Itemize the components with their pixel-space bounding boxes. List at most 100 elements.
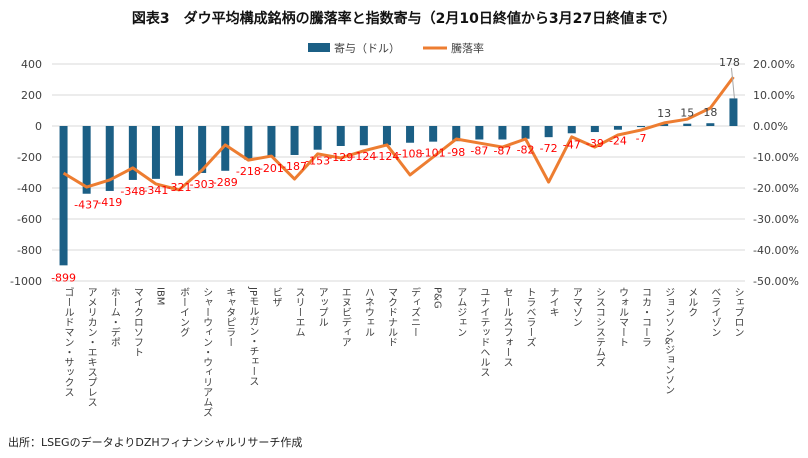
data-label: -98: [447, 146, 465, 159]
category-label: スリーエム: [293, 287, 305, 337]
bar: [452, 126, 461, 142]
right-tick-label: -10.00%: [753, 151, 799, 164]
legend-label-bar: 寄与（ドル）: [334, 41, 400, 55]
category-label: P&G: [432, 287, 443, 309]
left-tick-label: -1000: [10, 275, 42, 288]
bar: [128, 126, 137, 180]
left-tick-label: -800: [17, 244, 42, 257]
category-label: シェブロン: [732, 287, 743, 337]
bar: [544, 126, 553, 138]
category-label: トラベラーズ: [524, 287, 536, 347]
right-tick-label: -20.00%: [753, 182, 799, 195]
bar: [359, 126, 368, 146]
bar: [429, 126, 438, 142]
data-label: -419: [97, 196, 122, 209]
bar: [151, 126, 160, 179]
category-label: ハネウェル: [362, 287, 374, 337]
bar: [313, 126, 322, 150]
right-tick-label: -40.00%: [753, 244, 799, 257]
category-label: キャタピラー: [224, 287, 236, 347]
data-label: -437: [74, 199, 99, 212]
data-label: -87: [470, 144, 488, 157]
left-tick-label: 0: [35, 120, 42, 133]
data-label: -201: [259, 162, 284, 175]
data-label: -124: [374, 150, 399, 163]
data-label: 18: [703, 106, 717, 119]
data-label: -7: [636, 132, 647, 145]
category-label: シスコシステムズ: [593, 287, 605, 367]
data-label: -87: [493, 144, 511, 157]
category-label: ジョンソン&ジョンソン: [663, 287, 674, 395]
data-label: -101: [421, 147, 446, 160]
legend-label-line: 騰落率: [451, 41, 484, 55]
category-label: シャーウィン・ウィリアムズ: [201, 287, 213, 417]
bar: [683, 123, 692, 126]
bar: [82, 126, 91, 194]
bar: [590, 126, 599, 133]
category-label: IBM: [154, 287, 165, 305]
bar: [175, 126, 184, 176]
bar: [706, 123, 715, 126]
data-label: -24: [609, 135, 627, 148]
bar: [336, 126, 345, 146]
bar: [567, 126, 576, 134]
right-tick-label: 20.00%: [753, 58, 795, 71]
category-label: ホーム・デポ: [108, 287, 120, 347]
data-label: -289: [213, 176, 238, 189]
data-label: -72: [540, 142, 558, 155]
bar: [244, 126, 253, 160]
data-label: -82: [517, 144, 535, 157]
category-label: セールスフォース: [501, 287, 513, 367]
bar: [475, 126, 484, 140]
category-label: エヌビディア: [339, 287, 351, 347]
category-label: アマゾン: [570, 287, 581, 327]
data-label: 13: [657, 107, 671, 120]
bar: [198, 126, 207, 173]
bar: [105, 126, 114, 191]
bar: [382, 126, 391, 146]
category-label: JPモルガン・チェース: [247, 286, 259, 386]
data-label: -899: [51, 271, 76, 284]
category-label: アップル: [316, 287, 328, 327]
category-label: マイクロソフト: [131, 287, 143, 357]
data-label: 15: [680, 107, 694, 120]
category-label: ナイキ: [547, 287, 559, 317]
bar: [290, 126, 299, 155]
data-label: -39: [586, 137, 604, 150]
bar: [267, 126, 276, 158]
left-tick-label: -400: [17, 182, 42, 195]
data-label: -129: [328, 151, 353, 164]
category-label: ビザ: [270, 287, 282, 307]
category-label: ボーイング: [178, 287, 190, 337]
line-series: [62, 76, 735, 192]
data-label: -218: [236, 165, 261, 178]
left-tick-label: -200: [17, 151, 42, 164]
bar: [637, 126, 646, 128]
left-tick-label: 400: [21, 58, 42, 71]
category-label: ベライゾン: [709, 287, 721, 337]
data-label: -341: [143, 184, 168, 197]
bar: [221, 126, 230, 171]
right-tick-label: -30.00%: [753, 213, 799, 226]
left-tick-label: -600: [17, 213, 42, 226]
bar: [729, 98, 738, 126]
data-label: -47: [563, 138, 581, 151]
category-label: マクドナルド: [385, 287, 397, 347]
category-label: アムジェン: [455, 287, 467, 337]
leader-line: [730, 67, 735, 99]
data-label: -153: [305, 155, 330, 168]
legend-swatch-bar: [308, 43, 330, 52]
data-label: -124: [351, 150, 376, 163]
source-note: 出所：LSEGのデータよりDZHフィナンシャルリサーチ作成: [8, 436, 303, 449]
left-tick-label: 200: [21, 89, 42, 102]
right-tick-label: -50.00%: [753, 275, 799, 288]
bar: [521, 126, 530, 139]
chart-title: 図表3 ダウ平均構成銘柄の騰落率と指数寄与（2月10日終値から3月27日終値まで…: [131, 11, 677, 27]
bar: [613, 126, 622, 130]
right-tick-label: 0.00%: [753, 120, 788, 133]
category-label: アメリカン・エキスプレス: [85, 287, 97, 407]
category-label: ウォルマート: [616, 287, 628, 347]
bar: [660, 123, 669, 126]
bar: [498, 126, 507, 140]
data-label: -348: [120, 185, 145, 198]
